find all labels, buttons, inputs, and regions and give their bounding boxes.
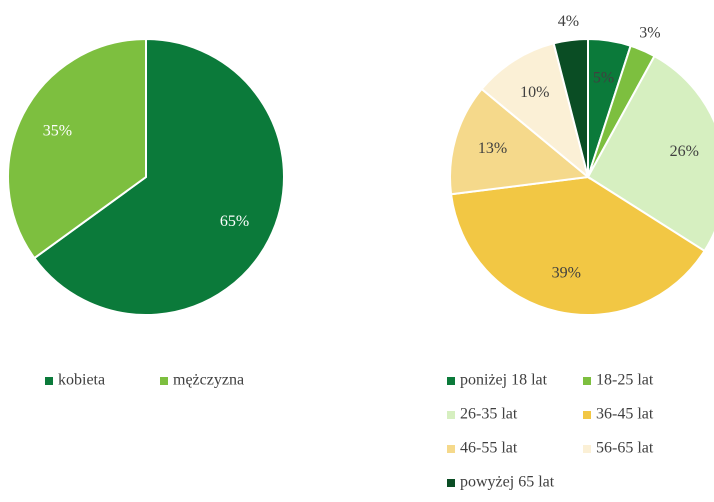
data-label: 26%	[670, 143, 699, 160]
data-label: 35%	[43, 123, 72, 140]
pie-slice	[32, 37, 285, 316]
data-label: 3%	[639, 25, 660, 42]
data-label: 13%	[478, 140, 507, 157]
legend-swatch	[447, 411, 455, 419]
legend-swatch	[447, 479, 455, 487]
legend-label: 36-45 lat	[596, 406, 654, 423]
legend-label: 46-55 lat	[460, 440, 518, 457]
legend-label: 26-35 lat	[460, 406, 518, 423]
legend-label: mężczyzna	[173, 372, 244, 389]
pie-slice	[449, 175, 706, 316]
legend-swatch	[583, 445, 591, 453]
legend-label: poniżej 18 lat	[460, 372, 548, 389]
pie-slice	[552, 37, 589, 178]
legend-label: powyżej 65 lat	[460, 474, 555, 491]
data-label: 10%	[520, 84, 549, 101]
legend-swatch	[583, 377, 591, 385]
legend-swatch	[447, 445, 455, 453]
pie-slice	[449, 87, 591, 196]
legend-swatch	[160, 377, 168, 385]
legend-label: 18-25 lat	[596, 372, 654, 389]
data-label: 5%	[593, 70, 614, 87]
pie-slice	[7, 37, 147, 260]
data-label: 4%	[558, 13, 579, 30]
legend-swatch	[447, 377, 455, 385]
data-label: 65%	[220, 213, 249, 230]
legend-swatch	[583, 411, 591, 419]
pie-slice	[586, 54, 714, 253]
legend-label: 56-65 lat	[596, 440, 654, 457]
legend-label: kobieta	[58, 372, 105, 389]
data-label: 39%	[552, 265, 581, 282]
legend-swatch	[45, 377, 53, 385]
